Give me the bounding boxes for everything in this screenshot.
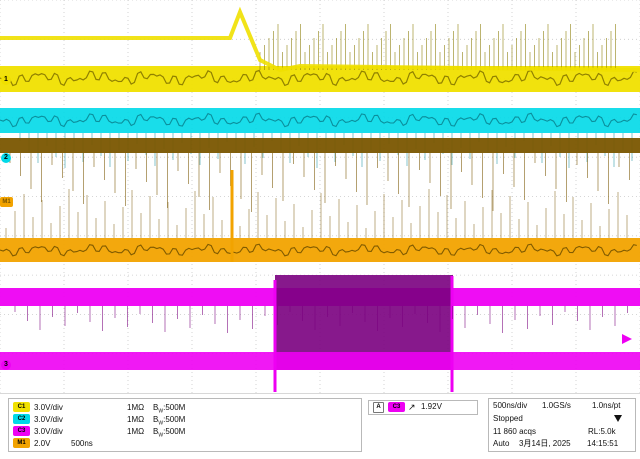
rising-edge-icon: ↗ bbox=[408, 402, 416, 412]
math-1-scale: 2.0V bbox=[34, 439, 51, 448]
channel-3-marker[interactable]: 3 bbox=[1, 360, 11, 370]
orange-trace-band bbox=[0, 238, 640, 262]
channel-3-marker-text: 3 bbox=[4, 361, 8, 368]
channel-1-row[interactable]: C1 3.0V/div 1MΩ BW:500M bbox=[13, 402, 353, 415]
magenta-trace-band-bottom bbox=[0, 352, 640, 370]
channel-2-bw: BW:500M bbox=[153, 415, 186, 427]
channel-2-chip: C2 bbox=[13, 414, 30, 424]
channel-2-row[interactable]: C2 3.0V/div 1MΩ BW:500M bbox=[13, 414, 353, 427]
channel-3-row[interactable]: C3 3.0V/div 1MΩ BW:500M bbox=[13, 426, 353, 439]
time-label: 14:15:51 bbox=[587, 439, 619, 448]
channel-2-scale: 3.0V/div bbox=[34, 415, 63, 424]
channel-1-coupling: 1MΩ bbox=[127, 403, 145, 412]
mode-label: Auto bbox=[493, 439, 510, 448]
trigger-panel[interactable]: A C3 ↗ 1.92V bbox=[368, 400, 478, 415]
channel-3-scale: 3.0V/div bbox=[34, 427, 63, 436]
math-1-marker[interactable]: M1 bbox=[0, 197, 13, 207]
math-1-row[interactable]: M1 2.0V 500ns bbox=[13, 438, 353, 450]
time-div: 500ns/div bbox=[493, 401, 528, 410]
orange-noise-trace bbox=[0, 243, 637, 257]
trigger-level: 1.92V bbox=[421, 402, 442, 411]
waveform-display[interactable]: 1 2 M1 3 bbox=[0, 0, 640, 393]
record-length: RL:5.0k bbox=[588, 427, 616, 436]
date-label: 3月14日, 2025 bbox=[519, 439, 571, 448]
orange-dark-band bbox=[0, 138, 640, 153]
math-1-chip: M1 bbox=[13, 438, 30, 448]
status-bar: C1 3.0V/div 1MΩ BW:500M C2 3.0V/div 1MΩ … bbox=[0, 393, 640, 459]
acqs-count: 11 860 acqs bbox=[493, 427, 536, 436]
yellow-transition-trace bbox=[0, 6, 640, 73]
channel-2-marker[interactable]: 2 bbox=[1, 153, 11, 163]
math-1-time: 500ns bbox=[71, 439, 93, 448]
trigger-level-marker bbox=[622, 334, 632, 344]
channel-1-chip: C1 bbox=[13, 402, 30, 412]
channel-2-coupling: 1MΩ bbox=[127, 415, 145, 424]
trigger-source-chip: C3 bbox=[388, 402, 405, 412]
timebase-panel[interactable]: 500ns/div 1.0GS/s 1.0ns/pt Stopped 11 86… bbox=[488, 398, 636, 452]
channel-1-marker-text: 1 bbox=[4, 76, 8, 83]
waveform-svg bbox=[0, 0, 640, 393]
cyan-trace-band bbox=[0, 108, 640, 133]
channel-1-scale: 3.0V/div bbox=[34, 403, 63, 412]
stop-icon bbox=[614, 415, 622, 422]
sample-rate: 1.0GS/s bbox=[542, 401, 571, 410]
channel-1-bw: BW:500M bbox=[153, 403, 186, 415]
cyan-noise-trace bbox=[0, 112, 637, 128]
acquisition-state: Stopped bbox=[493, 414, 523, 423]
channel-1-marker[interactable]: 1 bbox=[1, 75, 11, 85]
channel-3-coupling: 1MΩ bbox=[127, 427, 145, 436]
channel-2-marker-text: 2 bbox=[4, 154, 8, 161]
channel-3-chip: C3 bbox=[13, 426, 30, 436]
channel-3-bw: BW:500M bbox=[153, 427, 186, 439]
points-per-ns: 1.0ns/pt bbox=[592, 401, 621, 410]
math-1-marker-text: M1 bbox=[2, 199, 11, 205]
trigger-mode-icon: A bbox=[373, 402, 384, 413]
channel-settings-panel[interactable]: C1 3.0V/div 1MΩ BW:500M C2 3.0V/div 1MΩ … bbox=[8, 398, 362, 452]
